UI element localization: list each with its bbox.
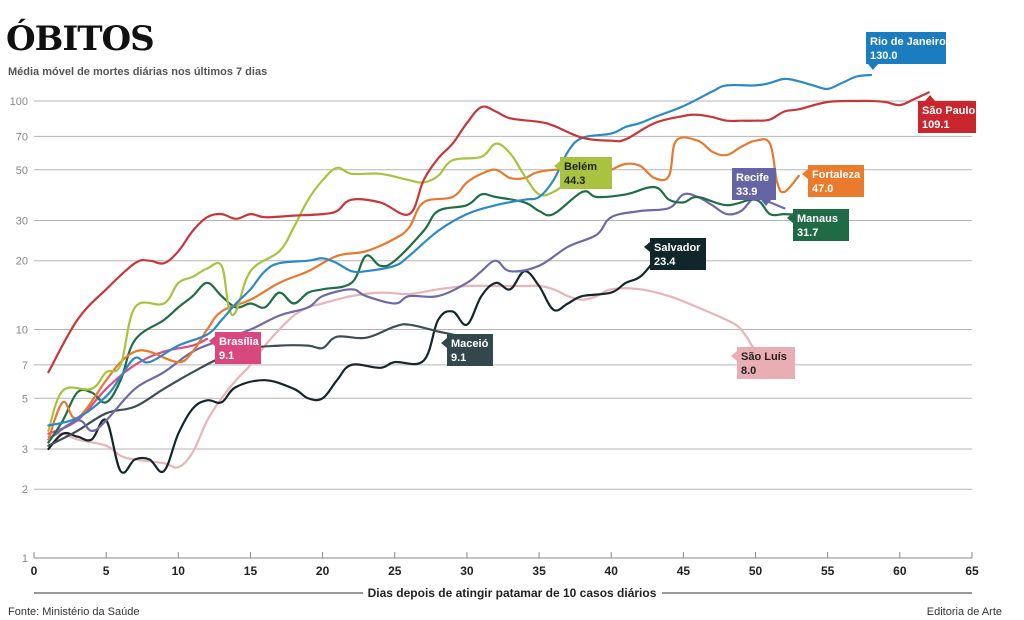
label-maceio: Maceió 9.1 — [441, 334, 493, 366]
x-tick-label: 40 — [605, 564, 619, 578]
x-tick-label: 15 — [244, 564, 258, 578]
series-line-rio-de-janeiro — [47, 73, 873, 427]
y-tick-label: 30 — [16, 215, 28, 227]
series-labels: São Luís8.0Salvador23.4Maceió9.1Brasília… — [209, 32, 976, 379]
label-box — [808, 165, 864, 197]
x-tick-label: 45 — [677, 564, 691, 578]
gridlines — [34, 100, 972, 490]
label-name: Brasília — [219, 336, 260, 348]
label-rio-de-janeiro: Rio de Janeiro 130.0 — [866, 32, 946, 70]
series-line-maceio — [47, 323, 468, 447]
label-box — [732, 168, 776, 200]
x-tick-label: 35 — [532, 564, 546, 578]
source-note: Fonte: Ministério da Saúde — [8, 606, 140, 618]
y-tick-label: 20 — [16, 256, 28, 268]
label-sao-paulo: São Paulo 109.1 — [918, 95, 976, 133]
series-line-recife — [47, 192, 786, 441]
x-tick-label: 20 — [316, 564, 330, 578]
label-pointer — [761, 200, 771, 206]
label-pointer — [802, 169, 808, 179]
series-lines — [47, 73, 930, 474]
label-box — [793, 209, 849, 241]
label-pointer — [925, 95, 935, 101]
label-box — [737, 347, 795, 379]
series-line-sao-luis — [47, 284, 757, 469]
x-tick-label: 25 — [388, 564, 402, 578]
label-recife: Recife 33.9 — [732, 168, 776, 206]
label-box — [560, 157, 612, 189]
label-pointer — [731, 351, 737, 361]
series-line-manaus — [47, 185, 800, 444]
x-axis-label: Dias depois de atingir patamar de 10 cas… — [368, 586, 657, 600]
label-name: Belém — [564, 161, 597, 173]
label-value: 130.0 — [870, 50, 898, 62]
label-pointer — [868, 64, 878, 70]
label-box — [866, 32, 946, 64]
label-belem: Belém 44.3 — [554, 157, 612, 189]
y-tick-label: 50 — [16, 165, 28, 177]
chart-title: ÓBITOS — [6, 19, 155, 59]
credit-note: Editoria de Arte — [926, 606, 1002, 618]
label-name: Rio de Janeiro — [870, 36, 946, 48]
x-tick-label: 30 — [460, 564, 474, 578]
label-value: 23.4 — [654, 256, 676, 268]
label-fortaleza: Fortaleza 47.0 — [802, 165, 864, 197]
label-name: São Paulo — [922, 105, 975, 117]
label-value: 9.1 — [451, 352, 466, 364]
label-value: 33.9 — [736, 186, 757, 198]
label-sao-luis: São Luís 8.0 — [731, 347, 795, 379]
label-name: Recife — [736, 172, 769, 184]
x-tick-label: 0 — [31, 564, 38, 578]
label-box — [918, 101, 976, 133]
label-brasilia: Brasília 9.1 — [209, 332, 261, 364]
label-name: Maceió — [451, 338, 489, 350]
x-tick-label: 50 — [749, 564, 763, 578]
label-pointer — [644, 242, 650, 252]
label-value: 9.1 — [219, 350, 234, 362]
label-box — [215, 332, 261, 364]
y-tick-label: 7 — [22, 360, 28, 372]
y-tick-label: 3 — [22, 444, 28, 456]
y-tick-label: 1 — [22, 553, 28, 565]
label-pointer — [787, 213, 793, 223]
label-salvador: Salvador 23.4 — [644, 238, 706, 270]
x-tick-label: 5 — [103, 564, 110, 578]
series-line-sao-paulo — [47, 91, 930, 374]
label-value: 44.3 — [564, 175, 585, 187]
x-tick-label: 65 — [965, 564, 979, 578]
label-value: 8.0 — [741, 365, 756, 377]
x-axis: 0 5 10 15 20 25 30 35 40 45 50 55 60 65 Dias depois de… — [31, 552, 979, 600]
label-value: 109.1 — [922, 119, 950, 131]
label-name: São Luís — [741, 351, 787, 363]
y-tick-label: 100 — [10, 96, 28, 108]
label-pointer — [209, 336, 215, 346]
label-name: Manaus — [797, 213, 838, 225]
series-line-belem — [47, 142, 569, 432]
y-tick-label: 2 — [22, 484, 28, 496]
label-pointer — [441, 338, 447, 348]
y-axis-ticks: 1 2 3 5 7 10 20 30 50 70 100 — [10, 96, 28, 565]
y-tick-label: 70 — [16, 131, 28, 143]
series-line-fortaleza — [47, 136, 800, 441]
label-box — [650, 238, 706, 270]
label-name: Salvador — [654, 242, 701, 254]
label-box — [447, 334, 493, 366]
chart-subtitle: Média móvel de mortes diárias nos último… — [8, 66, 268, 78]
x-tick-label: 55 — [821, 564, 835, 578]
series-line-salvador — [47, 244, 671, 474]
y-tick-label: 10 — [16, 325, 28, 337]
y-tick-label: 5 — [22, 393, 28, 405]
label-value: 47.0 — [812, 183, 833, 195]
label-name: Fortaleza — [812, 169, 861, 181]
x-tick-label: 10 — [172, 564, 186, 578]
x-tick-label: 60 — [893, 564, 907, 578]
label-manaus: Manaus 31.7 — [787, 209, 849, 241]
label-pointer — [554, 161, 560, 171]
label-value: 31.7 — [797, 227, 818, 239]
